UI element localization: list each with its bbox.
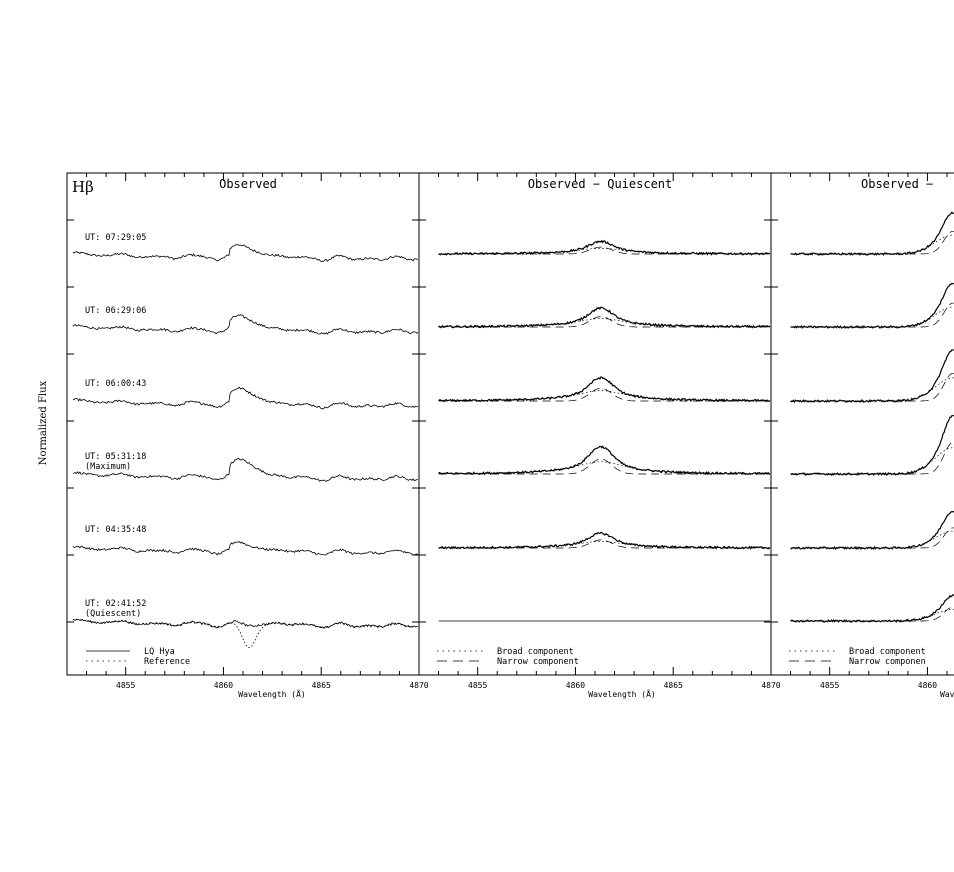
x-tick-label: 4865: [664, 681, 683, 690]
spectrum-line: [72, 244, 419, 263]
series-label: UT: 04:35:48: [85, 525, 146, 535]
x-axis-label: Wavelength (Å): [238, 688, 305, 699]
narrow-component-line: [438, 387, 770, 402]
difference-spectrum-line: [438, 306, 771, 329]
broad-component-line: [790, 234, 954, 255]
curves: [72, 244, 419, 649]
spectrum-line: [72, 314, 419, 335]
panel-title: Observed − Quiescent: [528, 177, 673, 191]
difference-spectrum-line: [438, 531, 771, 550]
narrow-component-line: [438, 316, 770, 328]
series-label: UT: 05:31:18: [85, 452, 146, 462]
panel-observed: Observed Hβ Wavelength (Å) 4855 4860 4865 4…: [66, 172, 429, 699]
broad-component-line: [790, 609, 954, 622]
x-tick-label: 4860: [566, 681, 585, 690]
ticks: 4855 4860 4865 4870: [419, 173, 781, 690]
corner-label: Hβ: [72, 178, 94, 196]
spectrum-line: [72, 618, 418, 629]
narrow-component-line: [438, 458, 770, 475]
x-tick-label: 4865: [312, 681, 331, 690]
difference-spectrum-line: [790, 510, 954, 551]
narrow-component-line: [790, 606, 954, 622]
legend-label: Broad component: [497, 647, 574, 657]
x-tick-label: 4860: [918, 681, 937, 690]
panel-observed-minus-quiescent: Observed − Quiescent Wavelength (Å) 4855…: [418, 172, 781, 699]
legend-label: LQ Hya: [144, 647, 175, 657]
x-tick-label: 4855: [468, 681, 487, 690]
broad-component-line: [790, 306, 954, 328]
ticks: 4855 4860: [771, 173, 948, 690]
series-label: UT: 07:29:05: [85, 233, 146, 243]
series-labels: UT: 07:29:05 UT: 06:29:06 UT: 06:00:43 UT: …: [85, 233, 146, 619]
ticks: 4855 4860 4865 4870: [67, 173, 429, 690]
series-sublabel: (Quiescent): [85, 609, 141, 619]
narrow-component-line: [790, 372, 954, 402]
difference-spectrum-line: [790, 349, 954, 404]
broad-component-line: [790, 377, 954, 402]
x-tick-label: 4855: [116, 681, 135, 690]
broad-component-line: [790, 447, 954, 475]
broad-component-line: [438, 461, 770, 474]
x-tick-label: 4860: [214, 681, 233, 690]
difference-spectrum-line: [790, 282, 954, 329]
y-axis-label: Normalized Flux: [38, 380, 49, 465]
spectrum-line: [72, 457, 418, 482]
curves: [438, 239, 771, 622]
spectrum-line: [72, 541, 418, 556]
legend-label: Narrow componen: [849, 657, 926, 667]
difference-spectrum-line: [438, 239, 771, 256]
series-sublabel: (Maximum): [85, 462, 131, 472]
series-label: UT: 06:29:06: [85, 306, 146, 316]
narrow-component-line: [790, 442, 954, 475]
panel-title: Observed: [219, 177, 277, 191]
broad-component-line: [438, 247, 770, 255]
narrow-component-line: [790, 302, 954, 328]
difference-spectrum-line: [790, 211, 954, 257]
x-tick-label: 4870: [761, 681, 780, 690]
narrow-component-line: [438, 246, 770, 255]
difference-spectrum-line: [438, 376, 771, 403]
x-tick-label: 4855: [820, 681, 839, 690]
difference-spectrum-line: [790, 415, 954, 477]
panel-observed-minus-cropped: Observed − Wav 4855 4860 Broad componentN…: [770, 172, 954, 699]
series-label: UT: 02:41:52: [85, 599, 146, 609]
broad-component-line: [438, 318, 770, 328]
x-axis-label: Wav: [940, 690, 954, 699]
x-tick-label: 4870: [409, 681, 428, 690]
difference-spectrum-line: [438, 445, 771, 476]
legend-label: Broad component: [849, 647, 926, 657]
spectrum-line: [72, 386, 419, 410]
difference-spectrum-line: [790, 593, 954, 623]
legend-label: Reference: [144, 657, 190, 667]
curves: [790, 211, 954, 623]
reference-line: [72, 619, 418, 649]
broad-component-line: [790, 530, 954, 549]
narrow-component-line: [790, 230, 954, 255]
broad-component-line: [438, 390, 770, 402]
panel-title: Observed −: [861, 177, 933, 191]
x-axis-label: Wavelength (Å): [588, 688, 655, 699]
broad-component-line: [438, 541, 770, 549]
legend-label: Narrow component: [497, 657, 579, 667]
narrow-component-line: [438, 539, 770, 549]
narrow-component-line: [790, 527, 954, 549]
series-label: UT: 06:00:43: [85, 379, 146, 389]
